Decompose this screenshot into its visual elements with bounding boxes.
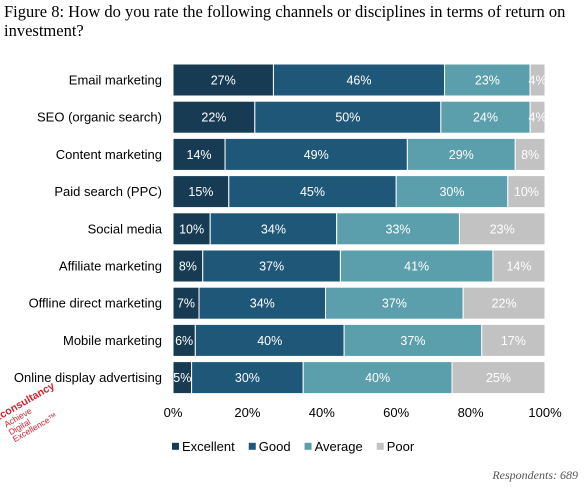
data-label-content-marketing-good: 49% (304, 148, 329, 162)
data-label-social-media-average: 33% (386, 222, 411, 236)
legend-swatch-poor (376, 442, 384, 450)
bar-seo-organic-search-average (440, 100, 531, 134)
bar-offline-direct-marketing-good (198, 286, 327, 320)
data-label-offline-direct-marketing-good: 34% (250, 297, 275, 311)
data-label-email-marketing-excellent: 27% (211, 74, 236, 88)
category-label-affiliate-marketing: Affiliate marketing (59, 259, 162, 274)
bar-social-media-good (209, 212, 338, 246)
legend-label-excellent: Excellent (182, 439, 235, 454)
data-label-seo-organic-search-good: 50% (335, 111, 360, 125)
x-tick-label-4: 80% (458, 405, 484, 420)
data-label-affiliate-marketing-excellent: 8% (179, 260, 197, 274)
legend-label-good: Good (259, 439, 291, 454)
bar-paid-search-ppc-poor (507, 175, 546, 209)
category-label-offline-direct-marketing: Offline direct marketing (29, 296, 162, 311)
bar-mobile-marketing-poor (481, 323, 546, 357)
data-label-affiliate-marketing-poor: 14% (506, 260, 531, 274)
data-label-affiliate-marketing-average: 41% (404, 260, 429, 274)
data-label-social-media-good: 34% (261, 222, 286, 236)
data-label-online-display-advertising-good: 30% (235, 371, 260, 385)
data-label-seo-organic-search-excellent: 22% (201, 111, 226, 125)
data-label-email-marketing-poor: 4% (529, 74, 547, 88)
data-label-online-display-advertising-average: 40% (365, 371, 390, 385)
data-label-seo-organic-search-poor: 4% (529, 111, 547, 125)
x-tick-label-5: 100% (528, 405, 562, 420)
data-label-content-marketing-poor: 8% (521, 148, 539, 162)
data-label-online-display-advertising-excellent: 5% (173, 371, 191, 385)
bar-content-marketing-poor (514, 137, 546, 171)
bar-affiliate-marketing-poor (492, 249, 546, 283)
bar-mobile-marketing-good (194, 323, 345, 357)
bar-offline-direct-marketing-poor (462, 286, 546, 320)
data-label-offline-direct-marketing-excellent: 7% (177, 297, 195, 311)
legend-swatch-good (248, 442, 256, 450)
data-label-offline-direct-marketing-poor: 22% (492, 297, 517, 311)
data-label-email-marketing-good: 46% (346, 74, 371, 88)
x-tick-label-3: 60% (383, 405, 409, 420)
data-label-content-marketing-excellent: 14% (187, 148, 212, 162)
bar-seo-organic-search-poor (529, 100, 546, 134)
data-label-paid-search-ppc-poor: 10% (514, 185, 539, 199)
data-label-mobile-marketing-poor: 17% (501, 334, 526, 348)
legend-swatch-average (304, 442, 312, 450)
bar-affiliate-marketing-excellent (172, 249, 204, 283)
bar-seo-organic-search-good (254, 100, 442, 134)
bar-social-media-average (336, 212, 460, 246)
legend-label-poor: Poor (387, 439, 415, 454)
bar-offline-direct-marketing-average (325, 286, 464, 320)
x-tick-label-2: 40% (309, 405, 335, 420)
bar-paid-search-ppc-average (395, 175, 509, 209)
bar-online-display-advertising-poor (451, 361, 546, 395)
data-label-mobile-marketing-excellent: 6% (175, 334, 193, 348)
category-label-online-display-advertising: Online display advertising (14, 370, 162, 385)
bar-offline-direct-marketing-excellent (172, 286, 200, 320)
x-axis: 0% 20% 40% 60% 80% 100% (164, 405, 562, 420)
data-label-mobile-marketing-average: 37% (400, 334, 425, 348)
bar-mobile-marketing-average (343, 323, 483, 357)
legend-swatch-excellent (172, 442, 179, 450)
category-labels: Email marketing SEO (organic search) Conte… (14, 73, 163, 386)
category-label-paid-search-ppc: Paid search (PPC) (54, 184, 162, 199)
category-label-mobile-marketing: Mobile marketing (63, 333, 162, 348)
bar-social-media-excellent (172, 212, 211, 246)
legend-label-average: Average (315, 439, 363, 454)
bar-email-marketing-poor (529, 63, 546, 97)
data-label-paid-search-ppc-excellent: 15% (188, 185, 213, 199)
bar-email-marketing-excellent (172, 63, 274, 97)
bar-seo-organic-search-excellent (172, 100, 256, 134)
bar-social-media-poor (458, 212, 546, 246)
category-label-content-marketing: Content marketing (56, 147, 162, 162)
bar-paid-search-ppc-good (228, 175, 397, 209)
data-label-offline-direct-marketing-average: 37% (382, 297, 407, 311)
data-label-social-media-excellent: 10% (179, 222, 204, 236)
bars-layer: 27% 46% 23% 4% 22% 50% 24% 4% 14% 49% 29% 8% 15% 45% 3… (172, 63, 547, 395)
respondents-note: Respondents: 689 (492, 468, 578, 482)
bar-content-marketing-good (224, 137, 408, 171)
bar-affiliate-marketing-good (202, 249, 341, 283)
category-label-social-media: Social media (88, 221, 163, 236)
category-label-seo-organic-search: SEO (organic search) (37, 110, 162, 125)
data-label-paid-search-ppc-good: 45% (300, 185, 325, 199)
category-label-email-marketing: Email marketing (69, 73, 162, 88)
bar-email-marketing-average (444, 63, 531, 97)
data-label-mobile-marketing-good: 40% (257, 334, 282, 348)
x-tick-label-1: 20% (234, 405, 260, 420)
bar-affiliate-marketing-average (339, 249, 494, 283)
data-label-social-media-poor: 23% (490, 222, 515, 236)
bar-paid-search-ppc-excellent (172, 175, 230, 209)
legend: Excellent Good Average Poor (172, 439, 415, 454)
bar-email-marketing-good (272, 63, 446, 97)
data-label-paid-search-ppc-average: 30% (439, 185, 464, 199)
figure-title: Figure 8: How do you rate the following … (4, 2, 566, 40)
data-label-content-marketing-average: 29% (449, 148, 474, 162)
x-tick-label-0: 0% (164, 405, 183, 420)
data-label-email-marketing-average: 23% (475, 74, 500, 88)
data-label-seo-organic-search-average: 24% (473, 111, 498, 125)
data-label-online-display-advertising-poor: 25% (486, 371, 511, 385)
data-label-affiliate-marketing-good: 37% (259, 260, 284, 274)
